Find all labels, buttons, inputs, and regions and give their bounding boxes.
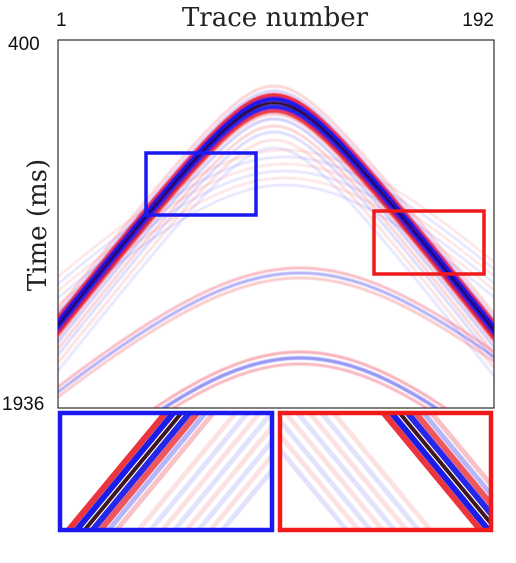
blue-highlight-box: [144, 151, 258, 217]
blue-zoom-ringing-7: [221, 468, 270, 528]
blue-zoom-stripe-2: [83, 415, 183, 528]
y-axis-title: Time (ms): [23, 159, 53, 291]
event-faint-4: [58, 176, 494, 307]
event-ringing-0: [58, 84, 494, 317]
blue-zoom-ringing-0: [137, 415, 237, 528]
blue-zoom-ringing-5: [197, 439, 270, 528]
blue-zoom-stripe-6: [115, 415, 215, 528]
event-faint-5: [58, 183, 494, 314]
x-tick-last: 192: [462, 10, 494, 31]
event-faint-2: [58, 162, 494, 293]
blue-zoom-stripe-0: [66, 415, 168, 528]
blue-zoom-panel: [57, 410, 275, 533]
red-zoom-ringing-7: [282, 448, 348, 528]
red-zoom-stripe-4: [413, 415, 489, 507]
red-zoom-events: [282, 415, 489, 528]
red-zoom-stripe-5: [422, 415, 489, 496]
blue-zoom-ringing-6: [209, 454, 270, 528]
red-zoom-stripe-1: [389, 415, 489, 528]
event-third-red: [152, 350, 448, 408]
blue-zoom-ringing-1: [149, 415, 249, 528]
blue-zoom-stripe-3: [90, 415, 192, 528]
y-tick-top: 400: [8, 34, 40, 55]
red-zoom-ringing-1: [320, 415, 420, 528]
event-second-red-2: [58, 276, 494, 399]
blue-zoom-ringing-2: [161, 415, 261, 528]
red-zoom-stripe-6: [430, 415, 489, 487]
event-ringing-6: [58, 138, 494, 371]
red-zoom-ringing-0: [332, 415, 432, 528]
event-ringing-2: [58, 112, 494, 345]
x-axis-title: Trace number: [182, 3, 369, 33]
red-zoom-stripe-0: [381, 415, 483, 528]
event-ringing-4: [58, 124, 494, 357]
red-zoom-ringing-2: [308, 415, 408, 528]
red-highlight-box: [372, 209, 486, 276]
event-main-blue-2: [58, 104, 494, 339]
red-zoom-ringing-5: [282, 419, 372, 528]
red-zoom-ringing-6: [282, 433, 360, 528]
red-zoom-panel: [277, 410, 494, 533]
red-zoom-stripe-3: [405, 415, 489, 517]
blue-zoom-ringing-4: [185, 425, 270, 528]
event-second-blue: [58, 271, 494, 394]
red-zoom-stripe-2: [398, 415, 489, 525]
blue-zoom-stripe-5: [107, 415, 207, 528]
y-tick-bottom: 1936: [2, 394, 44, 415]
event-second-red: [58, 266, 494, 389]
blue-zoom-stripe-1: [74, 415, 176, 528]
x-tick-first: 1: [56, 10, 67, 31]
event-third-blue: [160, 356, 440, 408]
red-zoom-ringing-3: [296, 415, 396, 528]
event-ringing-7: [58, 146, 494, 379]
blue-zoom-ringing-3: [173, 415, 270, 528]
red-zoom-ringing-4: [284, 415, 384, 528]
blue-zoom-events: [66, 415, 270, 528]
event-faint-1: [58, 155, 494, 286]
event-faint-0: [58, 148, 494, 279]
event-third-red-2: [170, 362, 430, 408]
event-faint-3: [58, 169, 494, 300]
blue-zoom-stripe-4: [98, 415, 200, 528]
